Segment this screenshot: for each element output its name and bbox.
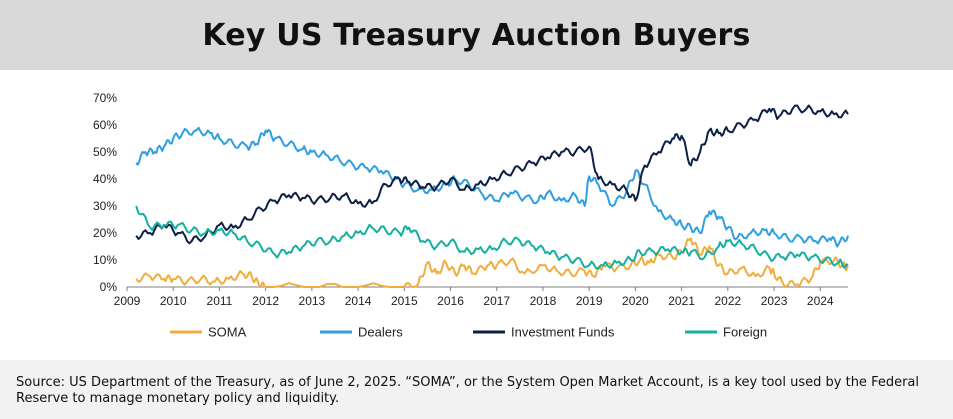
y-tick-label: 40% xyxy=(93,172,117,186)
x-tick-label: 2020 xyxy=(622,294,649,308)
title-bar: Key US Treasury Auction Buyers xyxy=(0,0,953,70)
source-note: Source: US Department of the Treasury, a… xyxy=(0,360,953,419)
x-tick-label: 2015 xyxy=(391,294,418,308)
y-tick-label: 10% xyxy=(93,253,117,267)
y-tick-label: 70% xyxy=(93,91,117,105)
chart-title: Key US Treasury Auction Buyers xyxy=(202,17,751,53)
x-axis: 2009 2010 2011 2012 2013 2014 2015 2016 2017 2018… xyxy=(114,286,848,308)
x-tick-label: 2012 xyxy=(252,294,279,308)
y-tick-label: 0% xyxy=(100,280,118,294)
y-tick-label: 60% xyxy=(93,118,117,132)
series-lines xyxy=(135,104,849,288)
x-tick-label: 2016 xyxy=(437,294,464,308)
x-tick-label: 2017 xyxy=(483,294,510,308)
legend-label: Investment Funds xyxy=(511,325,615,340)
x-tick-label: 2018 xyxy=(530,294,557,308)
y-tick-label: 30% xyxy=(93,199,117,213)
y-axis: 0% 10% 20% 30% 40% 50% 60% 70% xyxy=(93,91,117,294)
x-tick-label: 2019 xyxy=(576,294,603,308)
legend-label: Foreign xyxy=(723,325,767,340)
x-tick-label: 2023 xyxy=(761,294,788,308)
x-tick-label: 2010 xyxy=(160,294,187,308)
x-tick-label: 2011 xyxy=(207,294,233,308)
legend: SOMA Dealers Investment Funds Foreign xyxy=(170,325,767,340)
y-tick-label: 50% xyxy=(93,145,117,159)
legend-label: Dealers xyxy=(358,325,403,340)
x-tick-label: 2009 xyxy=(114,294,141,308)
series-line-soma xyxy=(135,237,849,288)
series-line-investment-funds xyxy=(135,104,849,245)
x-tick-label: 2022 xyxy=(714,294,741,308)
y-tick-label: 20% xyxy=(93,226,117,240)
series-line-foreign xyxy=(135,205,849,270)
series-line-dealers xyxy=(135,126,849,248)
x-tick-label: 2021 xyxy=(668,294,695,308)
x-tick-label: 2013 xyxy=(299,294,326,308)
line-chart: 0% 10% 20% 30% 40% 50% 60% 70% 2009 2010 2011 2012… xyxy=(93,91,849,340)
x-tick-label: 2014 xyxy=(345,294,372,308)
x-tick-label: 2024 xyxy=(807,294,834,308)
legend-label: SOMA xyxy=(208,325,247,340)
